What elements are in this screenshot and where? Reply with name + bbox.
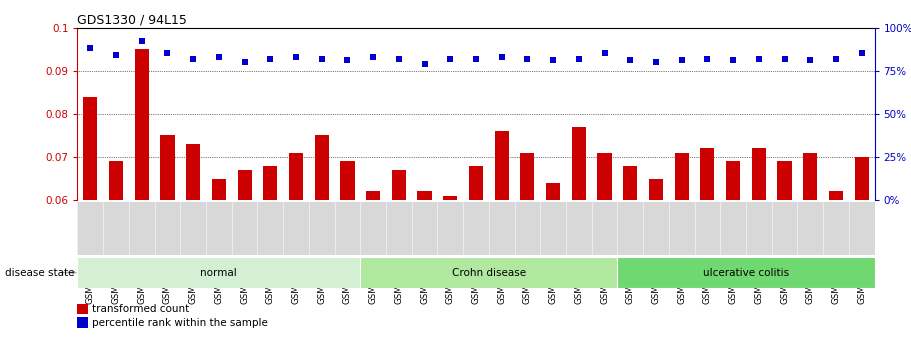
Bar xyxy=(109,161,123,200)
Point xyxy=(392,56,406,61)
Text: percentile rank within the sample: percentile rank within the sample xyxy=(92,318,268,327)
Bar xyxy=(417,191,432,200)
Bar xyxy=(546,183,560,200)
Point xyxy=(752,56,766,61)
Point xyxy=(135,39,149,44)
Bar xyxy=(444,196,457,200)
Point xyxy=(160,51,175,56)
Bar xyxy=(469,166,483,200)
Point xyxy=(108,52,123,58)
Text: Crohn disease: Crohn disease xyxy=(452,268,526,277)
Point xyxy=(340,58,354,63)
Bar xyxy=(135,49,148,200)
Bar xyxy=(314,136,329,200)
Bar xyxy=(804,152,817,200)
Bar xyxy=(520,152,535,200)
Bar xyxy=(238,170,251,200)
Bar xyxy=(366,191,380,200)
Point xyxy=(726,58,741,63)
Point xyxy=(855,51,869,56)
Bar xyxy=(855,157,869,200)
Bar xyxy=(726,161,741,200)
Bar xyxy=(77,257,360,288)
Point xyxy=(237,59,251,65)
Point xyxy=(289,54,303,60)
Bar xyxy=(752,148,766,200)
Text: transformed count: transformed count xyxy=(92,304,189,314)
Text: disease state: disease state xyxy=(5,268,74,277)
Point xyxy=(701,56,715,61)
Point xyxy=(777,56,792,61)
Bar xyxy=(263,166,277,200)
Point xyxy=(211,54,226,60)
Point xyxy=(674,58,689,63)
Bar xyxy=(777,161,792,200)
Text: ulcerative colitis: ulcerative colitis xyxy=(703,268,789,277)
Point xyxy=(443,56,457,61)
Bar xyxy=(618,257,875,288)
Point xyxy=(366,54,381,60)
Bar xyxy=(341,161,354,200)
Point xyxy=(829,56,844,61)
Bar xyxy=(829,191,843,200)
Point xyxy=(263,56,278,61)
Point xyxy=(83,46,97,51)
Bar xyxy=(623,166,638,200)
Text: normal: normal xyxy=(200,268,237,277)
Point xyxy=(417,61,432,67)
Point xyxy=(186,56,200,61)
Bar xyxy=(701,148,714,200)
Bar xyxy=(211,178,226,200)
Bar xyxy=(649,178,663,200)
Point xyxy=(520,56,535,61)
Point xyxy=(649,59,663,65)
Text: GDS1330 / 94L15: GDS1330 / 94L15 xyxy=(77,13,188,27)
Bar xyxy=(289,152,303,200)
Point xyxy=(314,56,329,61)
Point xyxy=(571,56,586,61)
Bar xyxy=(160,136,175,200)
Point xyxy=(469,56,484,61)
Bar xyxy=(360,257,618,288)
Bar xyxy=(598,152,611,200)
Point xyxy=(623,58,638,63)
Point xyxy=(803,58,817,63)
Bar xyxy=(495,131,508,200)
Point xyxy=(546,58,560,63)
Bar xyxy=(572,127,586,200)
Point xyxy=(598,51,612,56)
Point xyxy=(495,54,509,60)
Bar xyxy=(675,152,689,200)
Bar xyxy=(83,97,97,200)
Bar xyxy=(186,144,200,200)
Bar xyxy=(392,170,406,200)
